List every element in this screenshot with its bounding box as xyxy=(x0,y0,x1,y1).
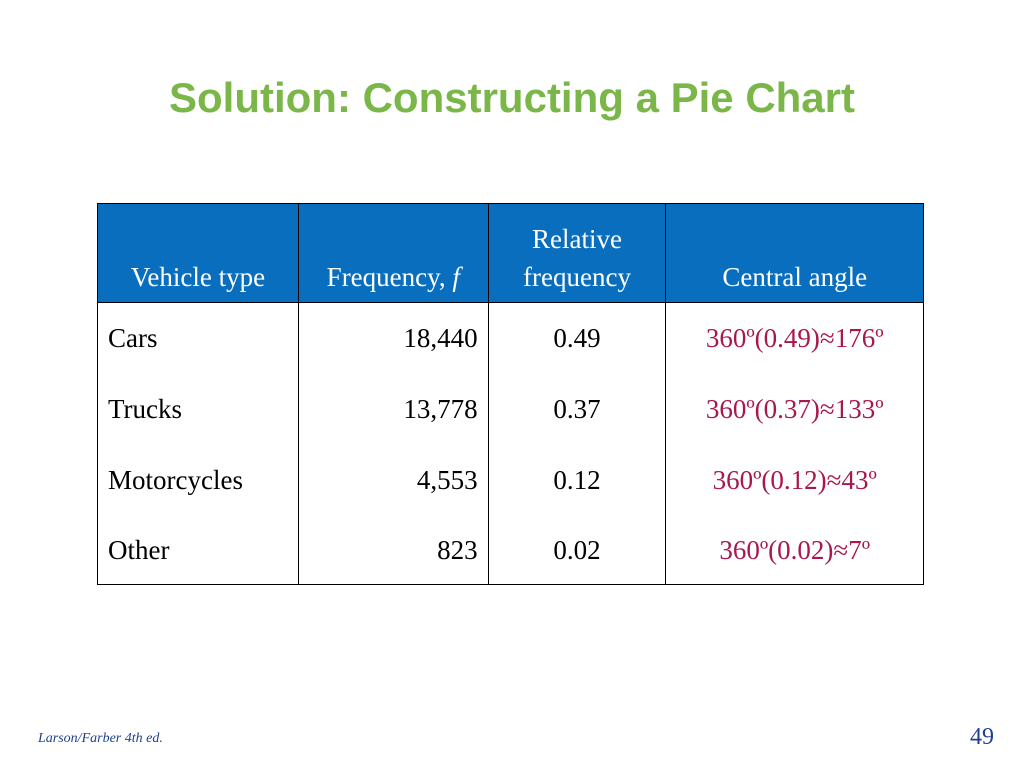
cell-relative-frequency: 0.12 xyxy=(487,445,667,516)
table-row: Other 823 0.02 360º(0.02)≈7º xyxy=(97,516,924,585)
cell-vehicle-type: Other xyxy=(97,516,299,585)
cell-vehicle-type: Cars xyxy=(97,302,299,374)
cell-relative-frequency: 0.02 xyxy=(487,516,667,585)
header-frequency: Frequency, f xyxy=(298,203,489,303)
cell-central-angle: 360º(0.49)≈176º xyxy=(665,302,924,374)
cell-central-angle: 360º(0.12)≈43º xyxy=(665,445,924,516)
table-row: Trucks 13,778 0.37 360º(0.37)≈133º xyxy=(97,374,924,445)
table-header-row: Vehicle type Frequency, f Relative freque… xyxy=(97,203,924,303)
header-relative-line1: Relative xyxy=(532,224,622,254)
header-central-angle: Central angle xyxy=(665,203,924,303)
cell-frequency: 13,778 xyxy=(298,374,489,445)
header-relative-frequency: Relative frequency xyxy=(487,203,667,303)
header-vehicle-type: Vehicle type xyxy=(97,203,299,303)
cell-frequency: 4,553 xyxy=(298,445,489,516)
cell-vehicle-type: Trucks xyxy=(97,374,299,445)
table-row: Cars 18,440 0.49 360º(0.49)≈176º xyxy=(97,302,924,374)
cell-relative-frequency: 0.49 xyxy=(487,302,667,374)
cell-central-angle: 360º(0.37)≈133º xyxy=(665,374,924,445)
header-relative-line2: frequency xyxy=(523,262,631,292)
cell-frequency: 18,440 xyxy=(298,302,489,374)
cell-frequency: 823 xyxy=(298,516,489,585)
frequency-table: Vehicle type Frequency, f Relative freque… xyxy=(97,203,924,585)
table-row: Motorcycles 4,553 0.12 360º(0.12)≈43º xyxy=(97,445,924,516)
cell-central-angle: 360º(0.02)≈7º xyxy=(665,516,924,585)
header-frequency-symbol: f xyxy=(452,262,460,292)
header-frequency-label: Frequency, xyxy=(326,262,453,292)
cell-vehicle-type: Motorcycles xyxy=(97,445,299,516)
cell-relative-frequency: 0.37 xyxy=(487,374,667,445)
page-number: 49 xyxy=(970,724,994,750)
footer-citation: Larson/Farber 4th ed. xyxy=(38,731,163,746)
slide-title: Solution: Constructing a Pie Chart xyxy=(168,74,855,121)
